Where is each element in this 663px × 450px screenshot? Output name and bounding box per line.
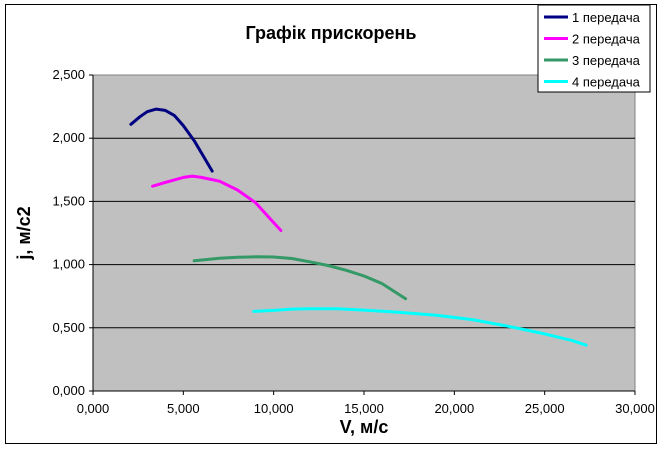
- y-axis-label: j, м/с2: [14, 206, 34, 260]
- x-tick-label: 30,000: [615, 401, 655, 416]
- x-tick-label: 10,000: [254, 401, 294, 416]
- legend-label: 2 передача: [572, 32, 641, 47]
- x-tick-label: 5,000: [167, 401, 200, 416]
- y-tick-label: 2,000: [52, 130, 85, 145]
- series-line-3: [192, 255, 408, 301]
- x-axis-ticks: 0,000 5,000 10,000 15,000 20,000 25,000 30,000: [77, 391, 655, 416]
- legend-label: 4 передача: [572, 75, 641, 90]
- gridlines: [93, 137, 635, 329]
- legend-label: 3 передача: [572, 53, 641, 68]
- legend: 1 передача 2 передача 3 передача 4 передача: [537, 4, 651, 93]
- legend-label: 1 передача: [572, 10, 641, 25]
- chart-title: Графік прискорень: [246, 23, 417, 43]
- x-tick-label: 15,000: [344, 401, 384, 416]
- x-axis-label: V, м/с: [340, 417, 389, 437]
- y-tick-label: 0,000: [52, 383, 85, 398]
- y-tick-label: 1,500: [52, 193, 85, 208]
- y-tick-label: 0,500: [52, 320, 85, 335]
- legend-box: [537, 4, 651, 93]
- y-tick-label: 2,500: [52, 67, 85, 82]
- series-line-4: [252, 307, 588, 347]
- plot-area: [92, 74, 636, 392]
- series-lines: [129, 107, 588, 347]
- y-tick-label: 1,000: [52, 257, 85, 272]
- x-tick-label: 0,000: [77, 401, 110, 416]
- series-line-1: [129, 107, 214, 173]
- x-tick-label: 20,000: [434, 401, 474, 416]
- x-tick-label: 25,000: [525, 401, 565, 416]
- series-line-2: [151, 174, 283, 232]
